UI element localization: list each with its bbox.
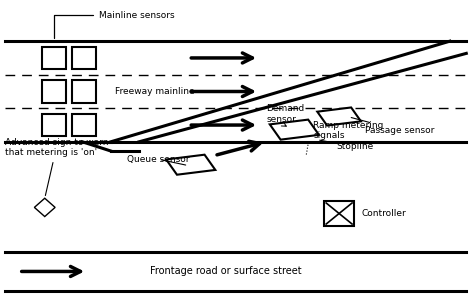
- Text: Passage sensor: Passage sensor: [351, 117, 434, 135]
- Text: Demand
sensor: Demand sensor: [266, 104, 304, 124]
- Text: Advanced sign to warn
that metering is 'on': Advanced sign to warn that metering is '…: [5, 138, 108, 196]
- Text: Stopline: Stopline: [320, 140, 374, 151]
- Text: Ramp metering
signals: Ramp metering signals: [313, 121, 383, 140]
- Text: Mainline sensors: Mainline sensors: [54, 11, 175, 38]
- Bar: [42, 46, 66, 69]
- Polygon shape: [270, 120, 319, 140]
- Bar: [42, 114, 66, 137]
- Polygon shape: [166, 155, 215, 175]
- Text: Frontage road or surface street: Frontage road or surface street: [150, 267, 302, 276]
- Bar: [72, 46, 96, 69]
- Text: Controller: Controller: [362, 209, 406, 218]
- Bar: [72, 114, 96, 137]
- Polygon shape: [34, 198, 55, 217]
- Bar: [324, 201, 354, 226]
- Bar: [42, 80, 66, 103]
- Text: Freeway mainline: Freeway mainline: [115, 87, 195, 96]
- Polygon shape: [317, 107, 361, 126]
- Bar: [72, 80, 96, 103]
- Text: Queue sensor: Queue sensor: [127, 155, 190, 165]
